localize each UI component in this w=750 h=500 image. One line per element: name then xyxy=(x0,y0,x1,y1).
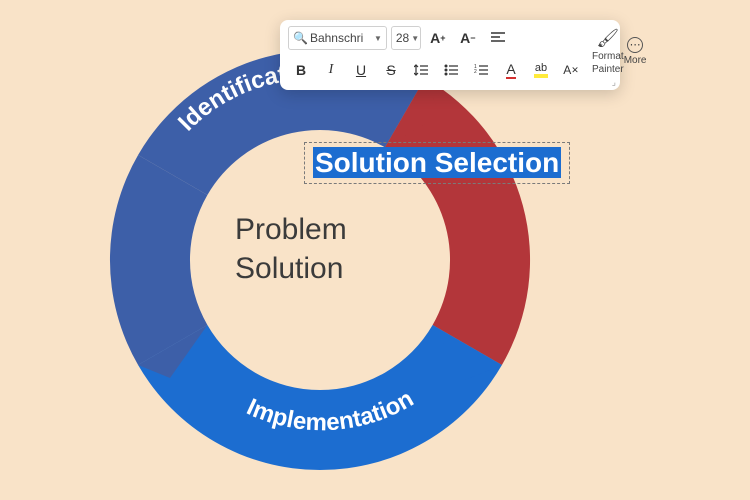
diagram-center-label: Problem Solution xyxy=(235,210,435,288)
numbering-icon: 12 xyxy=(474,64,488,76)
strikethrough-button[interactable]: S xyxy=(378,58,404,82)
chevron-down-icon: ▼ xyxy=(374,34,382,43)
toolbar-expand-icon[interactable]: ⌟ xyxy=(612,77,616,88)
clear-formatting-button[interactable]: A✕ xyxy=(558,58,584,82)
underline-button[interactable]: U xyxy=(348,58,374,82)
align-left-icon xyxy=(491,32,505,44)
bullets-button[interactable] xyxy=(438,58,464,82)
line-spacing-icon xyxy=(414,63,428,77)
bold-button[interactable]: B xyxy=(288,58,314,82)
grow-font-button[interactable]: A+ xyxy=(425,26,451,50)
line-spacing-button[interactable] xyxy=(408,58,434,82)
chevron-down-icon: ▼ xyxy=(411,34,419,43)
font-size-picker[interactable]: 28 ▼ xyxy=(391,26,421,50)
format-painter-button[interactable]: 🖌 Format Painter xyxy=(592,26,624,76)
bullets-icon xyxy=(444,64,458,76)
selected-text[interactable]: Solution Selection xyxy=(313,147,561,178)
highlight-color-button[interactable]: ab xyxy=(528,58,554,82)
more-button[interactable]: ⋯ More xyxy=(624,26,647,76)
italic-button[interactable]: I xyxy=(318,58,344,82)
numbering-button[interactable]: 12 xyxy=(468,58,494,82)
font-color-button[interactable]: A xyxy=(498,58,524,82)
svg-text:2: 2 xyxy=(474,69,477,75)
paintbrush-icon: 🖌 xyxy=(596,28,619,49)
selected-text-box[interactable]: Solution Selection xyxy=(304,142,570,184)
shrink-font-button[interactable]: A− xyxy=(455,26,481,50)
font-family-picker[interactable]: 🔍 Bahnschri ▼ xyxy=(288,26,387,50)
search-icon: 🔍 xyxy=(293,31,308,45)
editor-canvas[interactable]: Identification Implementation Problem So… xyxy=(0,0,750,500)
mini-toolbar: 🔍 Bahnschri ▼ 28 ▼ A+ A− B xyxy=(280,20,620,90)
more-icon: ⋯ xyxy=(627,37,643,53)
align-button[interactable] xyxy=(485,26,511,50)
